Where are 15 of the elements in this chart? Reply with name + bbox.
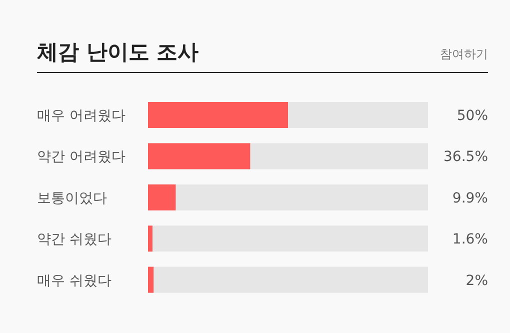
bar [148, 184, 176, 210]
y-tick-label: 약간 어려웠다 [37, 149, 126, 166]
data-label: 9.9% [452, 190, 488, 206]
data-label: 36.5% [444, 149, 488, 166]
bar [148, 226, 152, 252]
bar [148, 266, 154, 293]
text: 참여하기 [440, 47, 488, 61]
data-label: 50% [456, 108, 488, 124]
chart-title: 체감 난이도 조사 [36, 40, 199, 64]
data-label: 1.6% [452, 232, 488, 248]
data-label: 2% [466, 272, 488, 289]
y-tick-label: 매우 쉬웠다 [37, 272, 112, 289]
y-tick-label: 보통이었다 [37, 190, 107, 206]
y-tick-label: 매우 어려웠다 [37, 108, 126, 124]
y-tick-label: 약간 쉬웠다 [37, 232, 112, 248]
